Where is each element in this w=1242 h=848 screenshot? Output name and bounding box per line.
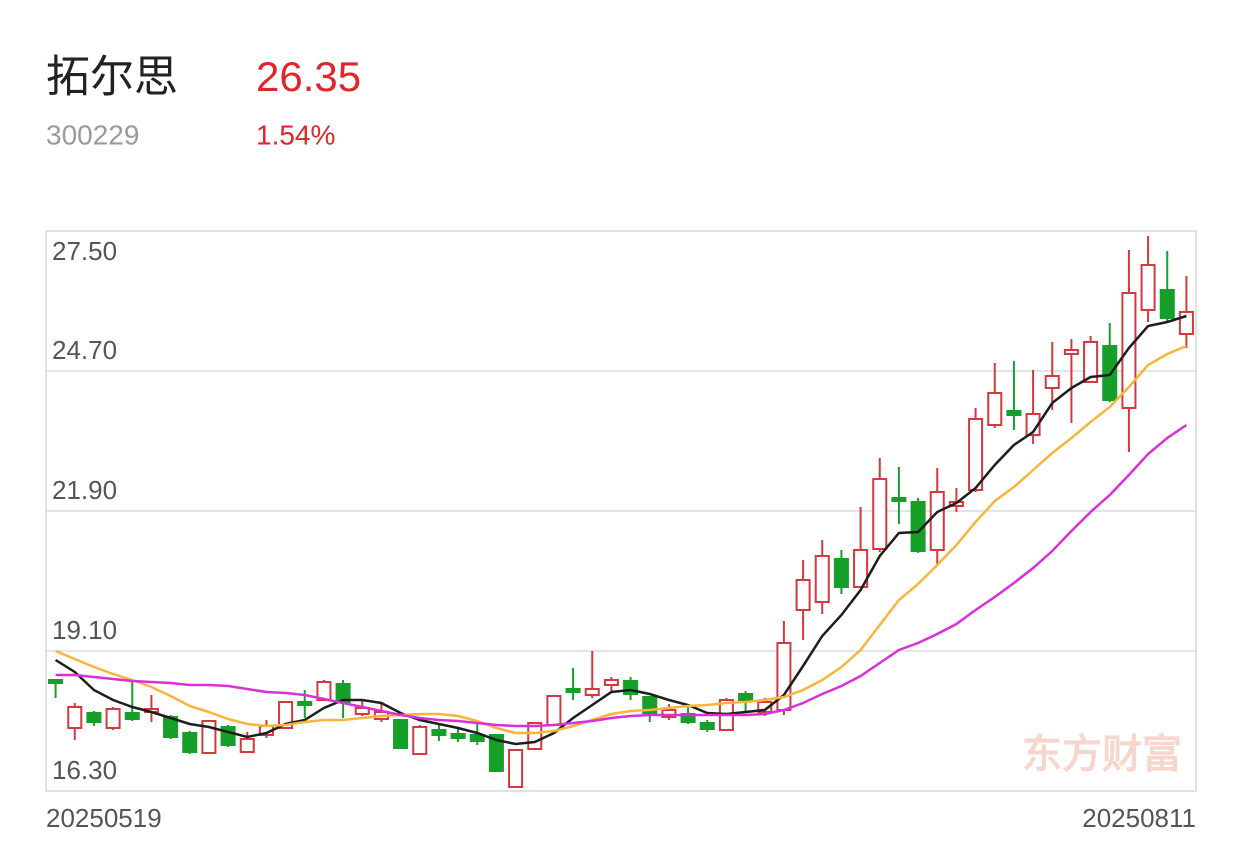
candle-body: [86, 712, 102, 723]
candle-body: [565, 688, 581, 693]
candle-body: [661, 709, 677, 718]
candle-body: [853, 549, 869, 588]
y-tick-label: 21.90: [52, 475, 117, 505]
candle-body: [833, 558, 849, 588]
candle-body: [508, 749, 524, 788]
candle-body: [968, 418, 984, 491]
candle-body: [1063, 349, 1079, 355]
y-tick-label: 27.50: [52, 236, 117, 266]
candle-body: [48, 679, 64, 684]
plot: 16.30 19.10 21.90 24.70 27.50 20250519 2025081…: [46, 230, 1196, 833]
candle-body: [182, 732, 198, 753]
candle-body: [412, 726, 428, 755]
candle-body: [872, 478, 888, 550]
candle-body: [891, 497, 907, 502]
candle-body: [1083, 341, 1099, 383]
candle-body: [795, 579, 811, 611]
candle-body: [1178, 311, 1194, 335]
moving-average-line: [54, 314, 1187, 746]
candle-body: [929, 491, 945, 551]
candle-body: [1025, 413, 1041, 436]
y-tick-label: 19.10: [52, 615, 117, 645]
y-tick-label: 24.70: [52, 335, 117, 365]
stock-name: 拓尔思: [46, 53, 178, 102]
moving-average-line: [55, 344, 1187, 735]
stock-price: 26.35: [256, 53, 361, 100]
candle-body: [1044, 375, 1060, 389]
candle-body: [987, 392, 1003, 426]
stock-code: 300229: [46, 119, 139, 150]
candle-body: [1121, 292, 1137, 409]
watermark: 东方财富: [1022, 733, 1182, 777]
candle-body: [699, 722, 715, 730]
candle-body: [278, 701, 294, 729]
candle-body: [450, 733, 466, 739]
candle-body: [1140, 264, 1156, 311]
moving-average-line: [55, 423, 1188, 728]
stock-change: 1.54%: [256, 119, 335, 150]
candle-body: [431, 729, 447, 736]
x-tick-label: 20250811: [1082, 803, 1196, 833]
candle-body: [393, 719, 409, 749]
candle-body: [488, 734, 504, 772]
candle-body: [814, 555, 830, 603]
candle-body: [546, 695, 562, 726]
x-tick-label: 20250519: [46, 803, 162, 833]
candle-body: [105, 708, 121, 729]
candle-body: [124, 712, 140, 720]
candle-body: [738, 693, 754, 701]
candle-body: [67, 706, 83, 729]
candle-body: [239, 738, 255, 753]
y-tick-label: 16.30: [52, 755, 117, 785]
candle-body: [1006, 410, 1022, 416]
candle-body: [469, 734, 485, 742]
candle-body: [1159, 289, 1175, 319]
candle-body: [757, 701, 773, 713]
candle-body: [297, 701, 313, 706]
candle-body: [603, 679, 619, 686]
candle-body: [584, 688, 600, 696]
